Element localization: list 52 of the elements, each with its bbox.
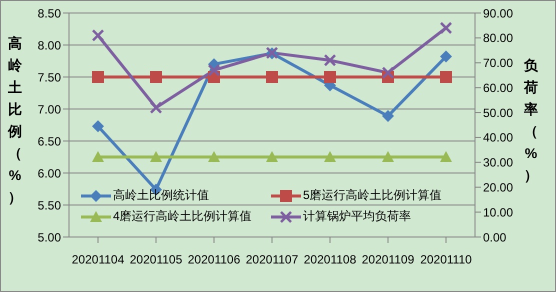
y2-axis-title: 负荷率（%） xyxy=(523,57,539,183)
y-tick-label: 5.50 xyxy=(38,198,62,212)
y-tick-label: 7.50 xyxy=(38,70,62,84)
point xyxy=(266,151,278,162)
y2-tick-label: 80.00 xyxy=(483,31,514,46)
y2-tick-label: 70.00 xyxy=(483,56,514,70)
point xyxy=(324,54,336,67)
y2-tick-label: 60.00 xyxy=(483,80,514,95)
y-tick-label: 5.00 xyxy=(38,230,62,244)
legend-label: 4磨运行高岭土比例计算值 xyxy=(113,208,252,225)
point xyxy=(324,151,336,162)
legend-label: 5磨运行高岭土比例计算值 xyxy=(303,187,442,204)
point xyxy=(382,151,394,162)
point xyxy=(92,151,104,162)
y-tick-label: 6.00 xyxy=(38,166,62,180)
legend-label: 计算锅炉平均负荷率 xyxy=(303,208,411,225)
y-tick-label: 8.50 xyxy=(38,6,62,20)
y2-tick-label: 90.00 xyxy=(483,6,514,20)
point xyxy=(208,64,220,76)
point xyxy=(208,151,220,162)
y-tick-label: 8.00 xyxy=(38,38,62,52)
point xyxy=(150,101,162,114)
y2-tick-label: 50.00 xyxy=(483,106,514,120)
x-tick-label: 20201108 xyxy=(304,252,357,267)
y2-tick-label: 30.00 xyxy=(483,156,514,170)
y2-tick-label: 20.00 xyxy=(483,180,514,194)
y2-tick-label: 10.00 xyxy=(483,205,514,220)
y2-tick-label: 0.00 xyxy=(483,230,507,244)
point xyxy=(324,71,336,83)
y2-tick-label: 40.00 xyxy=(483,130,514,145)
point xyxy=(382,110,394,122)
point xyxy=(440,71,452,83)
point xyxy=(382,66,394,79)
point xyxy=(440,151,452,162)
point xyxy=(440,22,452,34)
y-tick-label: 6.50 xyxy=(38,134,62,148)
y-tick-label: 7.00 xyxy=(38,102,62,116)
legend-label: 高岭土比例统计值 xyxy=(113,187,209,204)
x-tick-label: 20201110 xyxy=(420,252,472,267)
point xyxy=(266,71,278,83)
x-tick-label: 20201106 xyxy=(188,252,241,267)
point xyxy=(440,50,452,63)
x-tick-label: 20201109 xyxy=(362,252,415,267)
point xyxy=(92,29,104,42)
point xyxy=(150,71,162,83)
point xyxy=(92,120,104,132)
x-tick-label: 20201104 xyxy=(72,252,125,267)
y-axis-title: 高岭土比例（%） xyxy=(7,35,23,205)
x-tick-label: 20201105 xyxy=(130,252,183,267)
point xyxy=(92,71,104,83)
point xyxy=(150,151,162,162)
x-tick-label: 20201107 xyxy=(246,252,299,267)
